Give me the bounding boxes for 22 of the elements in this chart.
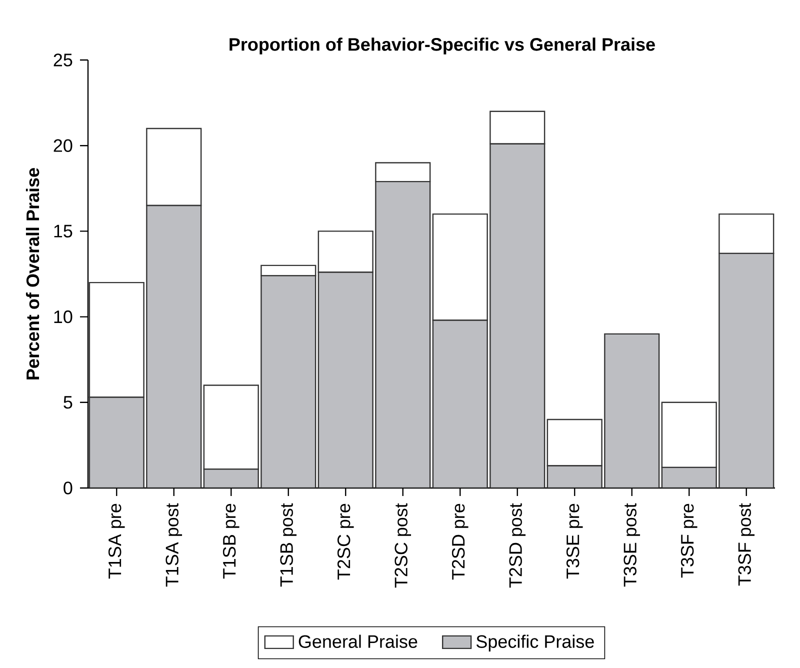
x-tick-label: T3SE pre bbox=[566, 504, 583, 579]
x-tick-label: T2SD pre bbox=[452, 504, 468, 580]
x-tick-label: T3SF post bbox=[738, 503, 755, 586]
x-tick-label: T2SD post bbox=[509, 503, 526, 588]
x-tick-label: T1SB pre bbox=[222, 504, 240, 579]
x-tick-label: T1SB post bbox=[280, 503, 297, 587]
chart-title: Proportion of Behavior-Specific vs General Praise bbox=[230, 38, 655, 54]
x-tick-label: T3SF pre bbox=[680, 504, 698, 578]
y-tick-label: 5 bbox=[64, 396, 72, 409]
legend-label: General Praise bbox=[298, 634, 418, 648]
x-tick-label: T3SE post bbox=[624, 503, 640, 587]
y-tick-label: 15 bbox=[54, 224, 72, 238]
y-tick-label: 10 bbox=[54, 310, 72, 324]
x-tick-label: T1SA pre bbox=[108, 504, 125, 579]
y-tick-label: 20 bbox=[54, 139, 72, 152]
y-tick-label: 25 bbox=[54, 54, 72, 66]
y-tick-label: 0 bbox=[64, 482, 72, 494]
x-tick-label: T2SC post bbox=[394, 503, 412, 588]
x-tick-label: T1SA post bbox=[166, 503, 182, 587]
y-axis-title: Percent of Overall Praise bbox=[26, 168, 40, 380]
x-tick-label: T2SC pre bbox=[337, 504, 354, 580]
legend-label: Specific Praise bbox=[476, 634, 594, 652]
